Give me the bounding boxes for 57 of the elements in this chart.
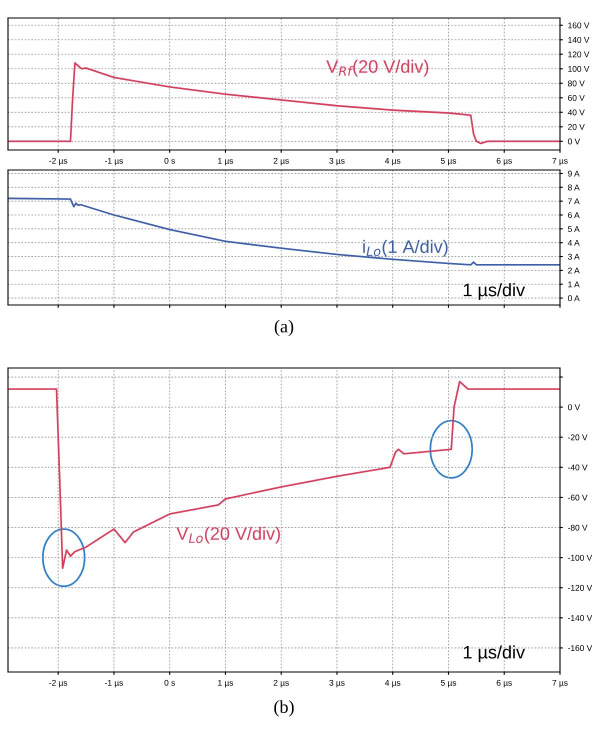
- y-tick-label: 0 V: [568, 138, 580, 144]
- annotation: i$_{Lo}$(1 A/div): [363, 240, 448, 257]
- x-tick-label: 2 µs: [274, 680, 289, 688]
- x-tick-label: 7 µs: [552, 158, 568, 166]
- x-tick-label: 5 µs: [440, 158, 456, 166]
- y-tick-label: -60 V: [568, 494, 588, 501]
- y-tick-label: 120 V: [568, 51, 590, 58]
- y-tick-label: 3 A: [568, 254, 580, 260]
- y-tick-label: 160 V: [568, 22, 590, 28]
- y-tick-label: 1 A: [568, 282, 580, 288]
- x-tick-label: 0 s: [164, 158, 175, 164]
- line-series: [8, 198, 560, 266]
- x-tick-label: 4 µs: [384, 158, 400, 166]
- y-tick-label: 60 V: [568, 94, 585, 101]
- y-tick-label: 100 V: [568, 66, 590, 72]
- x-tick-label: 6 µs: [496, 158, 512, 166]
- annotation: 1 µs/div: [464, 645, 525, 662]
- x-tick-label: 3 µs: [329, 680, 345, 688]
- y-tick-label: -40 V: [568, 464, 588, 470]
- x-tick-label: -1 µs: [104, 158, 123, 166]
- x-tick-label: -1 µs: [104, 680, 123, 688]
- y-tick-label: 20 V: [568, 124, 585, 130]
- y-tick-label: -20 V: [568, 434, 588, 440]
- annotation: 1 µs/div: [464, 283, 525, 300]
- y-tick-label: 7 A: [568, 198, 580, 204]
- y-tick-label: -160 V: [568, 645, 592, 652]
- line-series: [8, 380, 560, 569]
- y-tick-label: -80 V: [568, 524, 588, 531]
- annotation: V$_{Lo}$(20 V/div): [176, 526, 280, 544]
- x-tick-label: 1 µs: [218, 158, 234, 166]
- x-tick-label: 7 µs: [552, 680, 568, 688]
- x-tick-label: 0 s: [164, 680, 175, 686]
- y-tick-label: 2 A: [568, 268, 580, 274]
- x-tick-label: 2 µs: [274, 158, 289, 166]
- annotation: V$_{Rf}$(20 V/div): [326, 60, 428, 76]
- text: (b): [274, 700, 294, 717]
- y-tick-label: 6 A: [568, 212, 580, 218]
- y-tick-label: 8 A: [568, 184, 580, 190]
- y-tick-label: -140 V: [568, 615, 592, 621]
- x-tick-label: -2 µs: [49, 158, 68, 166]
- y-tick-label: -120 V: [568, 584, 592, 591]
- y-tick-label: 80 V: [568, 80, 585, 86]
- x-tick-label: -2 µs: [49, 680, 68, 688]
- y-tick-label: -100 V: [568, 554, 592, 561]
- text: (a): [274, 320, 294, 336]
- y-tick-label: 0 V: [568, 404, 580, 410]
- x-tick-label: 3 µs: [329, 158, 345, 166]
- y-tick-label: 9 A: [568, 170, 580, 177]
- y-tick-label: 140 V: [568, 36, 590, 43]
- y-tick-label: 0 A: [568, 295, 580, 302]
- y-tick-label: 40 V: [568, 109, 585, 116]
- x-tick-label: 1 µs: [218, 680, 234, 688]
- x-tick-label: 5 µs: [440, 680, 456, 688]
- x-tick-label: 6 µs: [496, 680, 512, 688]
- y-tick-label: 5 A: [568, 226, 580, 232]
- y-tick-label: 4 A: [568, 240, 580, 246]
- x-tick-label: 4 µs: [384, 680, 400, 688]
